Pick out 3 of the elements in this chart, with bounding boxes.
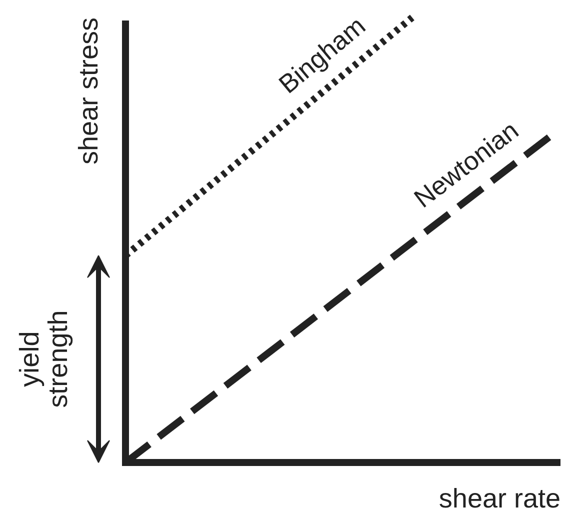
text: yield strength — [14, 310, 73, 408]
y-axis-title: shear stress — [74, 17, 104, 165]
x-axis-title: shear rate — [438, 484, 561, 514]
